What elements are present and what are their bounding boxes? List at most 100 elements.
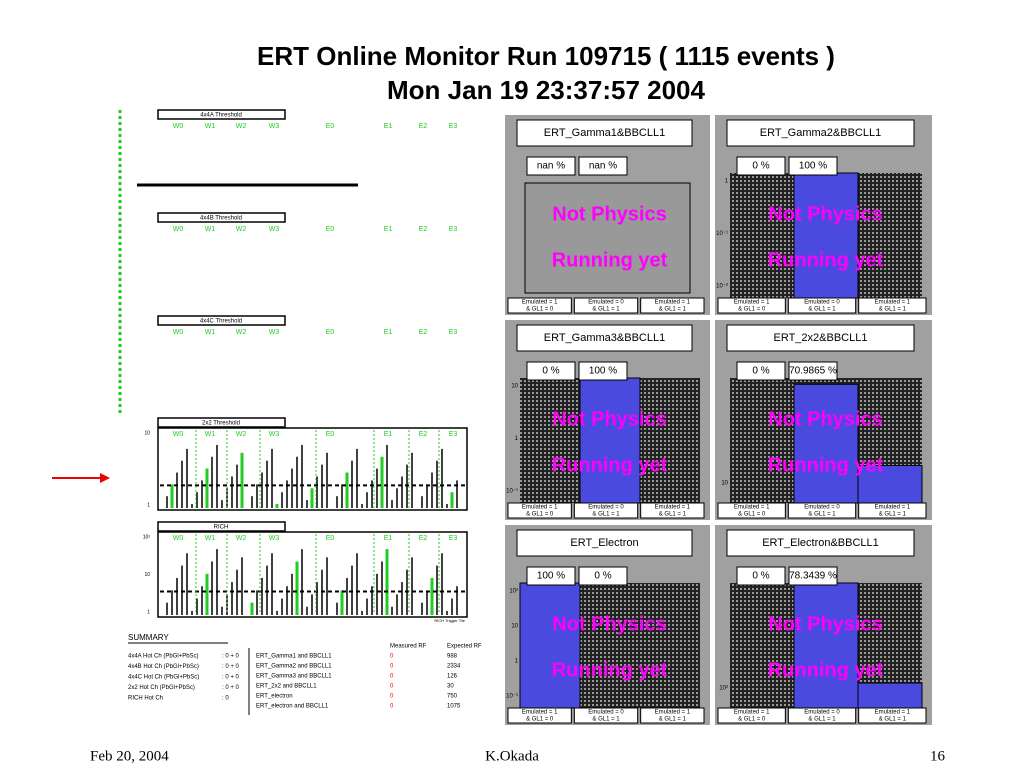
bin-label-box bbox=[717, 502, 786, 519]
bin-label-box bbox=[858, 297, 927, 314]
channel-label: E1 bbox=[384, 123, 393, 130]
channel-label: E1 bbox=[384, 329, 393, 336]
trigger-expected: 30 bbox=[447, 684, 454, 690]
channel-label: E3 bbox=[449, 431, 458, 438]
y-label: 10² bbox=[719, 686, 728, 692]
panel-title: ERT_Gamma1&BBCLL1 bbox=[544, 127, 665, 139]
rf-header: Expected RF bbox=[447, 644, 482, 650]
y-label: 1 bbox=[725, 179, 729, 185]
overlay-text: Not Physics bbox=[768, 203, 882, 225]
channel-label: W2 bbox=[236, 123, 247, 130]
channel-label: E2 bbox=[419, 123, 428, 130]
bin-label: & GL1 = 1 bbox=[879, 307, 907, 313]
percent-box bbox=[788, 566, 838, 586]
panel-title: ERT_2x2&BBCLL1 bbox=[774, 332, 868, 344]
trigger-name: ERT_electron and BBCLL1 bbox=[256, 704, 329, 710]
bin-label-box bbox=[717, 707, 786, 724]
bin-label: & GL1 = 0 bbox=[738, 512, 766, 518]
y-label: 1 bbox=[147, 609, 150, 615]
channel-label: E1 bbox=[384, 226, 393, 233]
bin-label-box bbox=[640, 297, 705, 314]
trigger-name: ERT_Gamma2 and BBCLL1 bbox=[256, 664, 332, 670]
percent: 0 % bbox=[752, 161, 769, 172]
panel-header bbox=[157, 212, 286, 223]
channel-label: W3 bbox=[269, 431, 280, 438]
percent: 0 % bbox=[752, 366, 769, 377]
bin-label-box bbox=[717, 297, 786, 314]
hist-bar bbox=[793, 582, 859, 709]
trigger-name: ERT_2x2 and BBCLL1 bbox=[256, 684, 317, 690]
bin-label: & GL1 = 1 bbox=[808, 307, 836, 313]
bin-label: & GL1 = 1 bbox=[879, 512, 907, 518]
trigger-expected: 2334 bbox=[447, 664, 461, 670]
y-label: 10⁻² bbox=[716, 284, 728, 290]
percent-box bbox=[736, 361, 786, 381]
bin-label: Emulated = 1 bbox=[522, 300, 558, 306]
bin-label: & GL1 = 1 bbox=[592, 717, 620, 723]
title-box bbox=[516, 324, 693, 352]
hist-bar bbox=[579, 377, 641, 504]
channel-label: W1 bbox=[205, 123, 216, 130]
trigger-measured: 0 bbox=[390, 694, 394, 700]
panel-title: RICH bbox=[214, 525, 229, 531]
hist-bar bbox=[793, 383, 859, 504]
bin-label: Emulated = 0 bbox=[588, 505, 624, 511]
y-label: 10⁻¹ bbox=[506, 694, 518, 700]
channel-label: E2 bbox=[419, 535, 428, 542]
channel-label: W2 bbox=[236, 329, 247, 336]
hot-name: RICH Hot Ch bbox=[128, 696, 163, 702]
bin-label-box bbox=[787, 707, 857, 724]
channel-label: W3 bbox=[269, 535, 280, 542]
channel-label: E3 bbox=[449, 123, 458, 130]
trigger-name: ERT_Gamma1 and BBCLL1 bbox=[256, 654, 332, 660]
channel-label: E3 bbox=[449, 226, 458, 233]
panel-title: 2x2 Threshold bbox=[202, 421, 240, 427]
overlay-text: Not Physics bbox=[552, 203, 666, 225]
percent-box bbox=[526, 361, 576, 381]
channel-label: E3 bbox=[449, 535, 458, 542]
percent-box bbox=[736, 156, 786, 176]
percent: 100 % bbox=[589, 366, 617, 377]
percent-box bbox=[526, 566, 576, 586]
y-label: 10⁻¹ bbox=[716, 231, 728, 237]
channel-label: W0 bbox=[173, 431, 184, 438]
overlay-text: Running yet bbox=[552, 659, 668, 681]
bin-label: & GL1 = 1 bbox=[808, 717, 836, 723]
percent: nan % bbox=[537, 161, 565, 172]
hist-bar bbox=[793, 172, 859, 299]
trigger-expected: 126 bbox=[447, 674, 458, 680]
panel-title: 4x4C Threshold bbox=[200, 319, 242, 325]
bin-label: & GL1 = 1 bbox=[659, 512, 687, 518]
bin-label-box bbox=[573, 502, 639, 519]
bin-label: & GL1 = 1 bbox=[808, 512, 836, 518]
channel-label: E0 bbox=[326, 535, 335, 542]
trigger-measured: 0 bbox=[390, 684, 394, 690]
hot-count: : 0 + 0 bbox=[222, 675, 240, 681]
channel-label: W1 bbox=[205, 431, 216, 438]
bin-label: & GL1 = 0 bbox=[526, 512, 554, 518]
bin-label-box bbox=[507, 297, 572, 314]
title-line-1: ERT Online Monitor Run 109715 ( 1115 eve… bbox=[257, 41, 835, 71]
title-box bbox=[726, 119, 915, 147]
panel-title: 4x4A Threshold bbox=[200, 113, 242, 119]
channel-label: W2 bbox=[236, 431, 247, 438]
trigger-measured: 0 bbox=[390, 664, 394, 670]
y-label: 10⁻¹ bbox=[506, 489, 518, 495]
footer-author: K.Okada bbox=[485, 748, 539, 764]
overlay-text: Not Physics bbox=[768, 613, 882, 635]
bin-label: & GL1 = 0 bbox=[526, 307, 554, 313]
bin-label: & GL1 = 1 bbox=[659, 717, 687, 723]
trigger-name: ERT_electron bbox=[256, 694, 293, 700]
bin-label: & GL1 = 0 bbox=[738, 307, 766, 313]
percent-box bbox=[578, 566, 628, 586]
y-label: 10 bbox=[144, 572, 150, 578]
percent-box bbox=[788, 361, 838, 381]
channel-label: W2 bbox=[236, 535, 247, 542]
y-label: 1 bbox=[515, 659, 519, 665]
panel-header bbox=[157, 417, 286, 428]
bin-label: Emulated = 1 bbox=[875, 710, 911, 716]
bin-label: & GL1 = 0 bbox=[738, 717, 766, 723]
bin-label: Emulated = 0 bbox=[588, 710, 624, 716]
panel-title: ERT_Gamma3&BBCLL1 bbox=[544, 332, 665, 344]
channel-label: E2 bbox=[419, 329, 428, 336]
